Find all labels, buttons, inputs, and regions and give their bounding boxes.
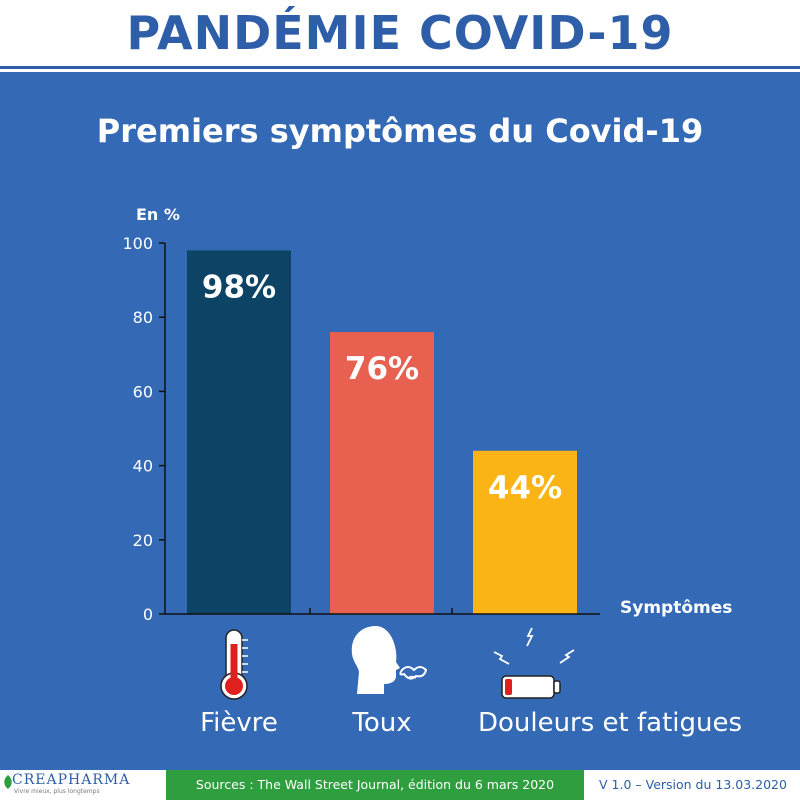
thermometer-icon	[220, 629, 248, 700]
y-tick-label: 100	[122, 234, 153, 253]
y-tick-label: 60	[133, 382, 153, 401]
page-title: PANDÉMIE COVID-19	[126, 6, 674, 60]
leaf-icon	[4, 775, 12, 789]
chart-title: Premiers symptômes du Covid-19	[96, 112, 704, 150]
low-battery-icon	[493, 627, 575, 699]
bar-0	[187, 250, 291, 615]
sources-note: Sources : The Wall Street Journal, éditi…	[166, 770, 584, 800]
version-note: V 1.0 – Version du 13.03.2020	[599, 777, 787, 792]
data-label-1: 76%	[345, 351, 419, 387]
header: PANDÉMIE COVID-19	[0, 0, 800, 69]
coughing-head-icon	[351, 626, 428, 694]
logo-name: CREAPHARMA	[12, 772, 131, 788]
creapharma-logo: CREAPHARMA Vivre mieux, plus longtemps	[2, 772, 166, 798]
y-tick-label: 0	[143, 605, 153, 624]
category-label-fievre: Fièvre	[200, 708, 278, 738]
bar-1	[330, 332, 434, 614]
category-label-toux: Toux	[352, 708, 412, 738]
header-divider	[0, 66, 800, 69]
bar-2	[473, 450, 577, 614]
data-label-2: 44%	[488, 470, 562, 506]
data-label-0: 98%	[202, 269, 276, 305]
logo-tagline: Vivre mieux, plus longtemps	[14, 788, 100, 795]
y-tick-label: 80	[133, 308, 153, 327]
y-axis-label: En %	[136, 205, 180, 224]
y-tick-label: 40	[133, 457, 153, 476]
x-axis-label: Symptômes	[620, 598, 733, 618]
y-tick-label: 20	[133, 531, 153, 550]
category-label-douleurs-et-fatigues: Douleurs et fatigues	[477, 708, 743, 738]
